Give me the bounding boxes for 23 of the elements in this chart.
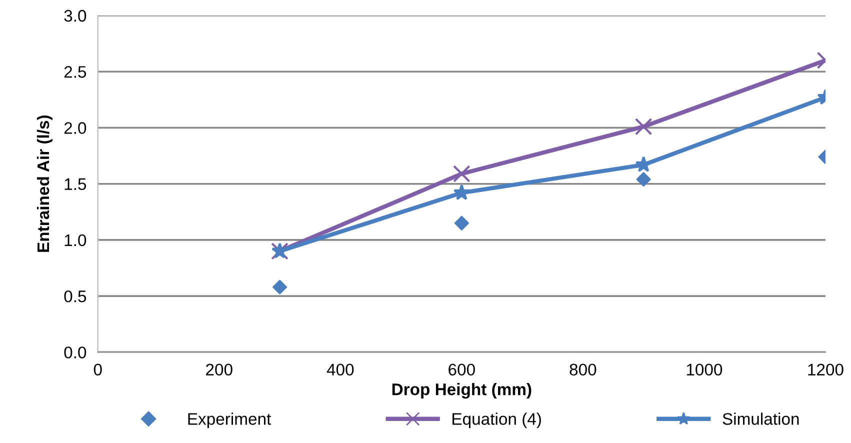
x-tick-label: 400	[326, 364, 354, 376]
x-tick-label: 0	[94, 364, 102, 376]
y-tick-label: 2.5	[64, 66, 86, 78]
point	[454, 216, 469, 230]
legend-label: Equation (4)	[452, 412, 541, 428]
point	[453, 184, 470, 200]
y-tick-label: 0.0	[64, 346, 86, 358]
x-tick-label: 600	[448, 364, 475, 376]
x-tick-label: 1200	[808, 364, 844, 376]
x-tick-label: 1000	[686, 364, 722, 376]
y-tick-label: 0.5	[64, 290, 86, 302]
y-tick-label: 1.5	[64, 178, 86, 190]
legend-label: Simulation	[722, 412, 799, 425]
y-tick-label: 1.0	[64, 234, 86, 246]
point	[452, 165, 470, 182]
y-axis-title: Entrained Air (l/s)	[36, 116, 52, 252]
y-tick-label: 3.0	[64, 10, 86, 22]
x-axis-title: Drop Height (mm)	[392, 383, 532, 399]
point	[272, 280, 288, 294]
y-tick-label: 2.0	[64, 122, 86, 134]
x-tick-label: 800	[570, 364, 596, 376]
legend-label: Experiment	[188, 412, 272, 428]
x-tick-label: 200	[206, 364, 232, 376]
